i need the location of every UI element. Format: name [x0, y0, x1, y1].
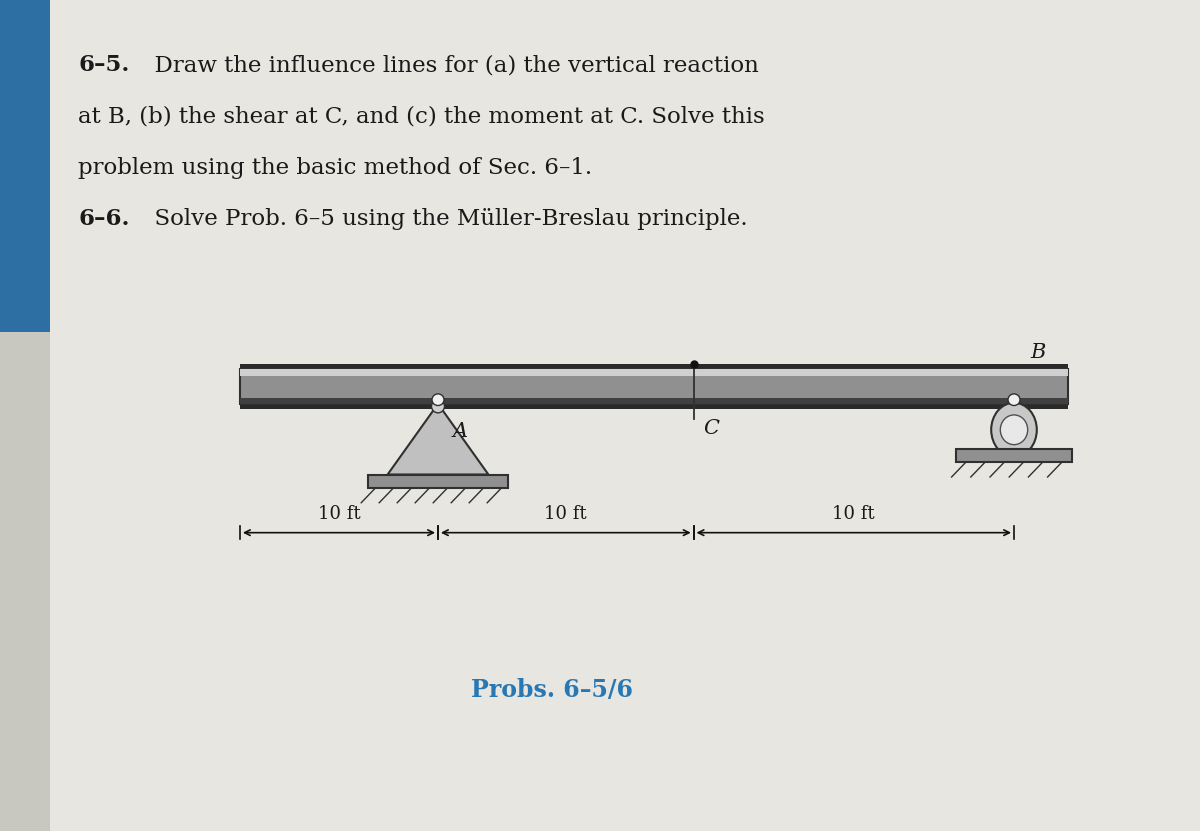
- FancyBboxPatch shape: [0, 0, 50, 332]
- Ellipse shape: [991, 403, 1037, 457]
- FancyBboxPatch shape: [50, 0, 1200, 831]
- Text: 6–6.: 6–6.: [78, 208, 130, 229]
- Ellipse shape: [432, 400, 444, 413]
- Text: Solve Prob. 6–5 using the Müller-Breslau principle.: Solve Prob. 6–5 using the Müller-Breslau…: [140, 208, 748, 229]
- Text: 10 ft: 10 ft: [318, 504, 360, 523]
- Text: Probs. 6–5/6: Probs. 6–5/6: [470, 678, 634, 701]
- Ellipse shape: [1008, 394, 1020, 406]
- Ellipse shape: [432, 394, 444, 406]
- Text: at B, (b) the shear at C, and (c) the moment at C. Solve this: at B, (b) the shear at C, and (c) the mo…: [78, 106, 764, 127]
- Polygon shape: [388, 404, 488, 475]
- FancyBboxPatch shape: [240, 369, 1068, 404]
- FancyBboxPatch shape: [240, 369, 1068, 376]
- FancyBboxPatch shape: [240, 398, 1068, 404]
- FancyBboxPatch shape: [956, 449, 1072, 462]
- Text: 6–5.: 6–5.: [78, 54, 130, 76]
- Text: 10 ft: 10 ft: [545, 504, 587, 523]
- Text: A: A: [452, 422, 468, 441]
- Ellipse shape: [1001, 415, 1027, 445]
- FancyBboxPatch shape: [240, 364, 1068, 409]
- Text: 10 ft: 10 ft: [833, 504, 875, 523]
- Text: B: B: [1031, 343, 1046, 362]
- Text: C: C: [703, 419, 719, 438]
- FancyBboxPatch shape: [368, 475, 508, 488]
- Text: Draw the influence lines for (a) the vertical reaction: Draw the influence lines for (a) the ver…: [140, 54, 760, 76]
- Text: problem using the basic method of Sec. 6–1.: problem using the basic method of Sec. 6…: [78, 157, 592, 179]
